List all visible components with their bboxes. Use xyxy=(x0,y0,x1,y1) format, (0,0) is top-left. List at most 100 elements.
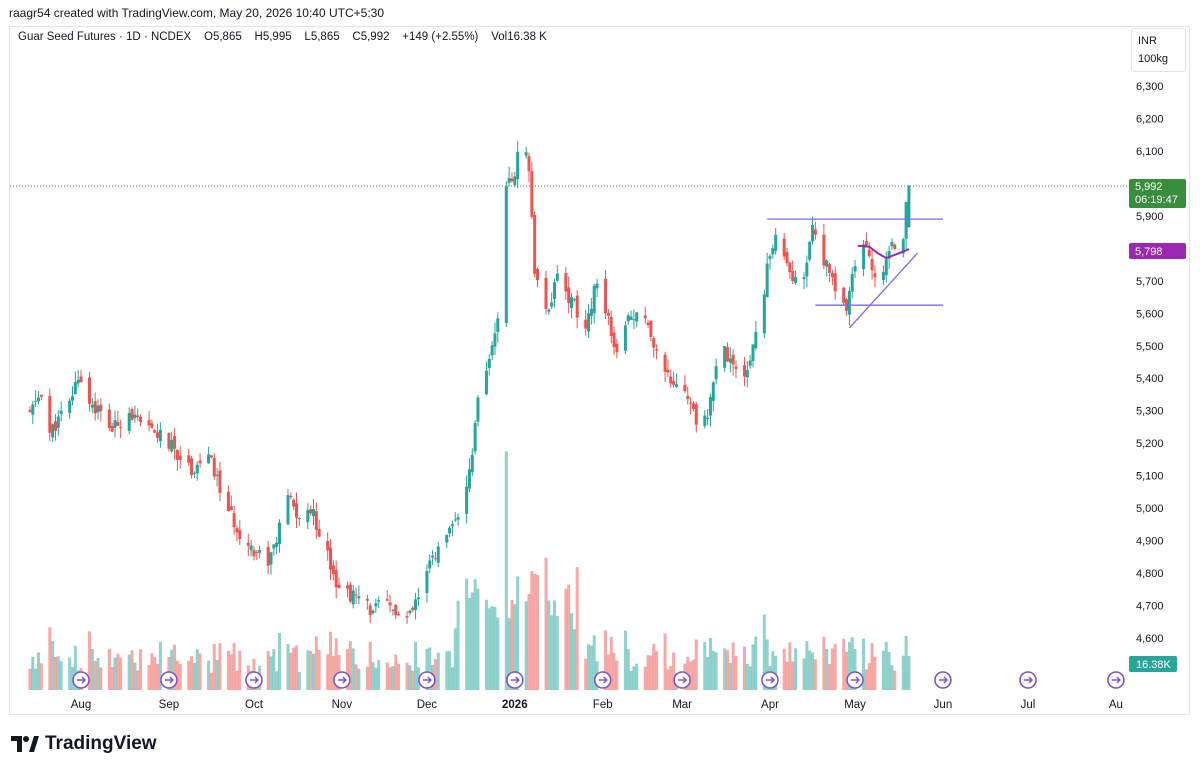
candle-body xyxy=(357,596,361,599)
volume-bar xyxy=(745,664,749,690)
candle xyxy=(99,398,103,422)
event-marker-icon[interactable] xyxy=(160,671,178,689)
event-marker-icon[interactable] xyxy=(761,671,779,689)
candle-body xyxy=(405,616,409,618)
candle xyxy=(329,539,333,581)
volume-bar xyxy=(708,637,712,690)
event-marker-icon[interactable] xyxy=(934,671,952,689)
candle xyxy=(550,292,554,310)
candle-body xyxy=(113,420,117,428)
candle xyxy=(238,520,242,545)
x-tick-label: Sep xyxy=(159,699,179,711)
candle-body xyxy=(48,395,52,433)
candle-body xyxy=(632,319,636,321)
candle xyxy=(504,181,508,328)
volume-bar xyxy=(351,648,355,690)
event-marker-icon[interactable] xyxy=(673,671,691,689)
candle-body xyxy=(167,432,171,449)
volume-bar xyxy=(669,666,673,690)
candle-body xyxy=(450,524,454,527)
candle xyxy=(445,534,449,549)
candle-body xyxy=(553,282,557,299)
candle xyxy=(714,358,718,385)
x-tick-label: Feb xyxy=(593,699,613,711)
candle xyxy=(294,492,298,529)
volume-bar xyxy=(90,648,94,690)
candle-body xyxy=(762,294,766,334)
volume-bar xyxy=(864,669,868,690)
candle-body xyxy=(116,422,120,426)
volume-bar xyxy=(513,604,517,690)
volume-bar xyxy=(496,617,500,690)
tradingview-logo-text: TradingView xyxy=(45,733,157,754)
candle xyxy=(470,447,474,477)
volume-bar xyxy=(178,664,182,690)
candle-body xyxy=(317,529,321,537)
tradingview-logo[interactable]: TradingView xyxy=(11,733,157,755)
volume-bar xyxy=(691,659,695,690)
legend-symbol[interactable]: Guar Seed Futures · 1D · NCDEX xyxy=(18,31,192,43)
candle-body xyxy=(714,366,718,380)
volume-bar xyxy=(405,662,409,690)
candle xyxy=(51,423,55,442)
event-marker-icon[interactable] xyxy=(72,671,90,689)
candle-body xyxy=(31,404,35,415)
volume-bar xyxy=(312,653,316,690)
candle xyxy=(513,171,517,188)
candle xyxy=(153,428,157,434)
ma-label-value: 5,798 xyxy=(1135,246,1163,258)
event-marker-icon[interactable] xyxy=(593,671,612,689)
event-marker-icon[interactable] xyxy=(1019,671,1037,689)
candle xyxy=(391,608,395,616)
volume-bar xyxy=(830,648,834,690)
volume-bar xyxy=(544,557,548,690)
volume-bar xyxy=(612,652,616,690)
candle xyxy=(39,394,43,401)
candle xyxy=(771,244,775,259)
event-marker-icon[interactable] xyxy=(333,671,351,689)
volume-bar xyxy=(368,641,372,690)
event-marker-icon[interactable] xyxy=(1107,671,1125,689)
candle-body xyxy=(212,457,216,477)
candle xyxy=(190,455,194,479)
candle-body xyxy=(309,509,313,514)
volume-label-value: 16.38K xyxy=(1136,659,1172,671)
candle-body xyxy=(708,397,712,416)
volume-bar xyxy=(212,643,216,690)
candle xyxy=(113,410,117,438)
volume-bar xyxy=(805,641,809,690)
candle xyxy=(258,545,262,559)
event-marker-icon[interactable] xyxy=(846,671,864,689)
candle xyxy=(782,233,786,260)
volume-bar xyxy=(510,599,514,690)
volume-bar xyxy=(187,660,191,690)
candle-body xyxy=(570,297,574,308)
currency-unit-button[interactable]: INR 100kg xyxy=(1131,28,1186,72)
candle-body xyxy=(595,283,599,289)
volume-bar xyxy=(59,661,63,690)
candle xyxy=(493,322,497,355)
volume-bar xyxy=(842,638,846,690)
candle xyxy=(450,520,454,536)
volume-bar xyxy=(901,655,905,690)
event-arrow xyxy=(77,676,87,684)
volume-bar xyxy=(292,647,296,690)
volume-bar xyxy=(689,661,693,690)
candle xyxy=(745,361,749,388)
candle-body xyxy=(527,156,531,172)
volume-bar xyxy=(765,639,769,690)
event-marker-icon[interactable] xyxy=(245,671,263,689)
candle-body xyxy=(397,614,401,616)
volume-bar xyxy=(802,658,806,690)
event-marker-icon[interactable] xyxy=(506,671,524,689)
candle xyxy=(870,250,874,280)
event-marker-icon[interactable] xyxy=(418,671,436,689)
candle xyxy=(572,298,576,302)
candle xyxy=(553,278,557,308)
candle xyxy=(507,166,511,187)
candle-body xyxy=(36,397,40,402)
event-arrow xyxy=(938,676,949,684)
candle-body xyxy=(572,299,576,301)
candle xyxy=(73,371,77,395)
